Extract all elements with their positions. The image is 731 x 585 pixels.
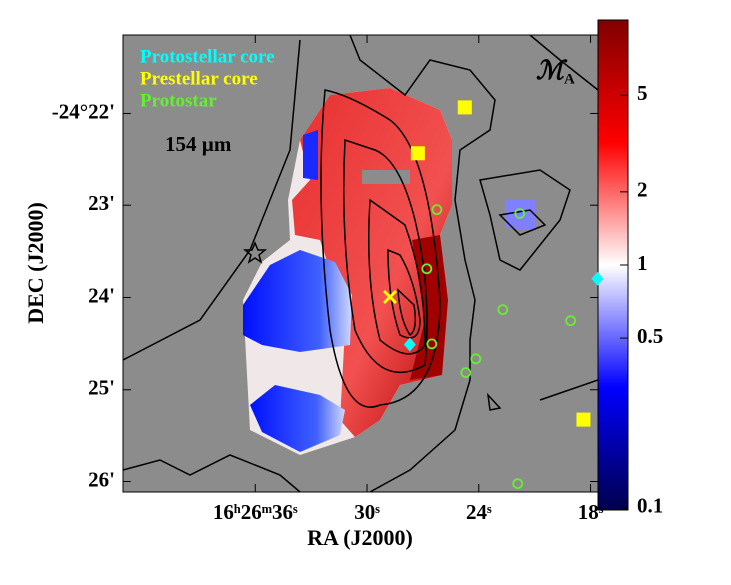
y-axis-label: DEC (J2000) (23, 202, 48, 324)
x-tick-label: 30ˢ (354, 500, 380, 524)
annotation: 154 µm (165, 132, 232, 156)
protostar-marker (514, 208, 526, 219)
x-axis-label: RA (J2000) (307, 525, 413, 550)
y-tick-label: -24°22' (52, 99, 115, 123)
map-red (292, 88, 452, 437)
prestellar-core-marker (576, 412, 591, 427)
protostar-marker (431, 204, 443, 216)
x-tick-label: 24ˢ (466, 500, 492, 524)
model-subscript: A (564, 71, 575, 87)
colorbar-tick-label: 0.1 (637, 494, 663, 518)
prestellar-core-marker (410, 146, 425, 161)
y-tick-label: 26' (88, 467, 115, 491)
colorbar-tick-label: 1 (637, 251, 648, 275)
colorbar-tick-label: 5 (637, 81, 648, 105)
protostar-marker (512, 478, 524, 490)
x-tick-label: 18ˢ (578, 500, 604, 524)
x-tick-label: 16ʰ26ᵐ36ˢ (213, 500, 298, 524)
map-blue (250, 385, 345, 452)
protostar-marker (460, 367, 472, 379)
map-blue (505, 200, 535, 230)
star-symbol (242, 241, 268, 264)
protostellar-core-marker (591, 271, 604, 286)
y-tick-label: 23' (88, 191, 115, 215)
colorbar-tick-label: 0.5 (637, 324, 663, 348)
protostar-marker (426, 338, 438, 350)
map-image (123, 35, 598, 492)
protostar-marker (565, 315, 577, 327)
prestellar-core-marker (457, 100, 472, 115)
map-darkred (410, 235, 448, 380)
map-blue (303, 130, 318, 180)
protostar-marker (497, 304, 509, 316)
legend-entry: Protostellar core (140, 46, 275, 67)
protostellar-core-marker (403, 337, 416, 352)
model-label: ℳ (536, 56, 568, 86)
protostar-marker (421, 263, 433, 275)
protostar-marker (470, 353, 482, 365)
colorbar-tick-label: 2 (637, 178, 648, 202)
y-tick-label: 24' (88, 283, 115, 307)
legend-entry: Protostar (140, 90, 217, 111)
legend-entry: Prestellar core (140, 68, 258, 89)
cross-symbol (382, 289, 398, 305)
y-tick-label: 25' (88, 376, 115, 400)
